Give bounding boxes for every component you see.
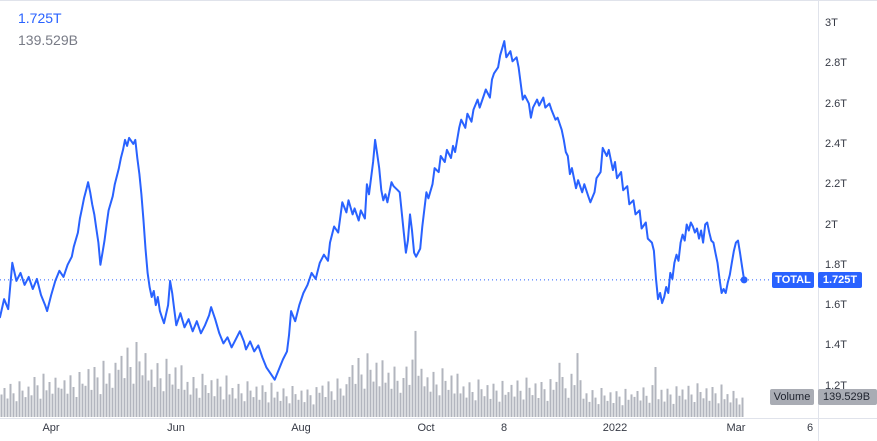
price-axis[interactable]: 3T 2.8T 2.6T 2.4T 2.2T 2T 1.8T 1.6T 1.4T 1.2T [819, 0, 877, 418]
price-axis-label: 2.6T [825, 98, 848, 110]
time-axis-label: Jun [167, 422, 185, 434]
legend-price-value[interactable]: 1.725T [18, 10, 62, 26]
time-axis-label: Apr [42, 422, 60, 434]
price-axis-label: 2.8T [825, 57, 848, 69]
price-axis-label: 1.8T [825, 259, 848, 271]
price-axis-label: 3T [825, 17, 838, 29]
price-axis-label: 1.6T [825, 299, 848, 311]
time-axis-label: 2022 [602, 422, 628, 434]
time-axis-label: Aug [291, 422, 311, 434]
price-axis-label: 2T [825, 219, 838, 231]
volume-bars [0, 330, 744, 418]
legend-volume-value[interactable]: 139.529B [18, 31, 78, 48]
price-axis-separator [818, 0, 819, 441]
price-axis-label: 2.2T [825, 178, 848, 190]
chart-legend: 1.725T 139.529B [18, 8, 78, 51]
price-axis-label: 1.4T [825, 339, 848, 351]
time-axis-separator [0, 418, 877, 419]
last-price-dot [740, 276, 748, 284]
price-axis-label: 2.4T [825, 138, 848, 150]
time-axis-label: Mar [726, 422, 746, 434]
last-price-badge: 1.725T [818, 272, 862, 288]
volume-name-badge: Volume [770, 389, 814, 405]
series-name-badge: TOTAL [772, 272, 814, 288]
time-axis[interactable]: Apr Jun Aug Oct 8 2022 Mar 6 [0, 419, 877, 441]
time-axis-label: Oct [417, 422, 435, 434]
total-price-line [0, 40, 746, 381]
last-volume-badge: 139.529B [818, 389, 877, 405]
time-axis-label: 8 [500, 422, 508, 434]
time-axis-label: 6 [806, 422, 814, 434]
top-separator [0, 0, 877, 1]
